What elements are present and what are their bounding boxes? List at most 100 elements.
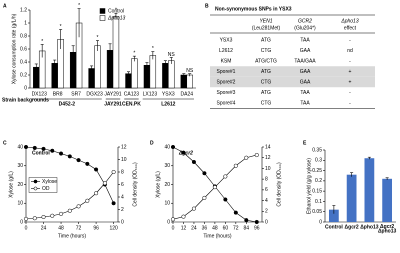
group-label: L2612 bbox=[161, 101, 175, 107]
x-tick-label: Control bbox=[325, 224, 343, 230]
data-point bbox=[41, 146, 46, 151]
column-change: (Glu204*) bbox=[294, 25, 316, 31]
significance-label: * bbox=[133, 50, 135, 56]
data-point bbox=[170, 217, 176, 222]
bar bbox=[88, 68, 95, 89]
data-point bbox=[202, 171, 207, 176]
legend-label: Xylose bbox=[42, 179, 57, 185]
data-point bbox=[76, 158, 81, 163]
table-cell: ATG bbox=[261, 37, 271, 43]
significance-label: NS bbox=[168, 52, 176, 58]
bar bbox=[180, 74, 188, 89]
x-tick-label: 12 bbox=[181, 225, 187, 231]
x-tick-label: JAY291 bbox=[104, 91, 121, 97]
table-cell: - bbox=[349, 90, 351, 96]
x-tick-label: 84 bbox=[244, 225, 250, 231]
row-shade bbox=[210, 66, 375, 77]
y-tick-label: 8 bbox=[121, 169, 124, 175]
table-cell: TAA bbox=[300, 100, 310, 106]
data-point bbox=[254, 152, 259, 158]
data-point bbox=[111, 201, 116, 206]
panel-title: Δgcr2 bbox=[178, 150, 193, 156]
x-tick-label: CA123 bbox=[124, 91, 140, 97]
bar bbox=[328, 209, 339, 222]
x-tick-label: 0 bbox=[25, 225, 28, 231]
x-tick-label: 72 bbox=[76, 225, 82, 231]
data-point bbox=[181, 150, 186, 155]
y-tick-label: 0.3 bbox=[315, 158, 322, 164]
column-change: (Leu281Met) bbox=[252, 25, 281, 31]
x-tick-label: 96 bbox=[93, 225, 99, 231]
significance-label: * bbox=[60, 24, 62, 30]
y-tick-label: 4 bbox=[265, 198, 268, 204]
data-point bbox=[170, 144, 176, 150]
table-cell: GAA bbox=[300, 48, 311, 54]
y-tick-label: 0 bbox=[20, 219, 23, 225]
panel-label: E bbox=[303, 140, 307, 146]
y-tick-label: 10 bbox=[164, 201, 170, 207]
data-point bbox=[85, 198, 90, 203]
data-point bbox=[76, 204, 81, 209]
x-tick-label: 0 bbox=[172, 225, 175, 231]
significance-label: NS bbox=[186, 68, 194, 74]
legend-label: Control bbox=[108, 8, 124, 14]
y-tick-label: 40 bbox=[17, 144, 23, 150]
x-tick-label: 36 bbox=[202, 225, 208, 231]
data-point bbox=[50, 148, 55, 153]
data-point bbox=[244, 155, 249, 160]
y-tick-label: 0 bbox=[121, 219, 124, 225]
y-tick-label: 0.05 bbox=[312, 209, 322, 215]
data-point bbox=[244, 218, 249, 223]
row-label: Spore#1 bbox=[217, 69, 236, 75]
x-tick-label: 24 bbox=[191, 225, 197, 231]
column-gene: GCR2 bbox=[298, 18, 312, 24]
axis-title: Xylose (g/L) bbox=[155, 171, 161, 198]
bar bbox=[143, 65, 151, 89]
column-gene: YEN1 bbox=[259, 18, 272, 24]
x-tick-label: Δgcr2 bbox=[345, 224, 359, 230]
y-tick-label: 0 bbox=[319, 219, 322, 225]
data-point bbox=[233, 163, 238, 168]
x-tick-label: 72 bbox=[233, 225, 239, 231]
y-tick-label: 2 bbox=[121, 207, 124, 213]
data-point bbox=[202, 195, 207, 200]
data-point bbox=[223, 174, 228, 179]
y-tick-label: 12 bbox=[121, 144, 127, 150]
table-cell: + bbox=[349, 69, 352, 75]
x-tick-label: BR8 bbox=[53, 91, 63, 97]
x-tick-label: 48 bbox=[58, 225, 64, 231]
legend-label: Δpho13 bbox=[107, 15, 125, 21]
row-label: Spore#4 bbox=[217, 100, 236, 106]
y-tick-label: 6 bbox=[265, 187, 268, 193]
table-cell: TAA bbox=[300, 90, 310, 96]
y-tick-label: 0.25 bbox=[312, 168, 322, 174]
legend-marker bbox=[33, 179, 38, 184]
y-tick-label: 0.2 bbox=[315, 178, 322, 184]
data-point bbox=[67, 154, 72, 159]
table-cell: CTG bbox=[261, 100, 272, 106]
bar bbox=[162, 63, 169, 89]
data-point bbox=[94, 191, 99, 196]
data-point bbox=[41, 214, 46, 220]
table-cell: ATG/CTG bbox=[255, 58, 277, 64]
table-cell: - bbox=[349, 37, 351, 43]
significance-label: * bbox=[115, 8, 117, 14]
y-tick-label: 10 bbox=[121, 157, 127, 163]
y-tick-label: 0.2 bbox=[20, 72, 27, 78]
x-tick-label: 96 bbox=[254, 225, 260, 231]
group-label: JAY291 bbox=[104, 101, 122, 107]
data-point bbox=[102, 181, 107, 186]
y-tick-label: 30 bbox=[164, 163, 170, 169]
y-tick-label: 0.15 bbox=[312, 188, 322, 194]
row-label: Spore#2 bbox=[217, 79, 236, 85]
data-point bbox=[58, 211, 64, 216]
x-tick-label: LX123 bbox=[143, 91, 158, 97]
table-cell: - bbox=[349, 58, 351, 64]
data-point bbox=[223, 197, 228, 202]
data-point bbox=[58, 151, 64, 156]
y-tick-label: 0.8 bbox=[20, 33, 27, 39]
data-point bbox=[94, 167, 99, 172]
y-tick-label: 14 bbox=[265, 144, 271, 150]
table-cell: ATG bbox=[261, 90, 271, 96]
data-point bbox=[191, 159, 196, 165]
